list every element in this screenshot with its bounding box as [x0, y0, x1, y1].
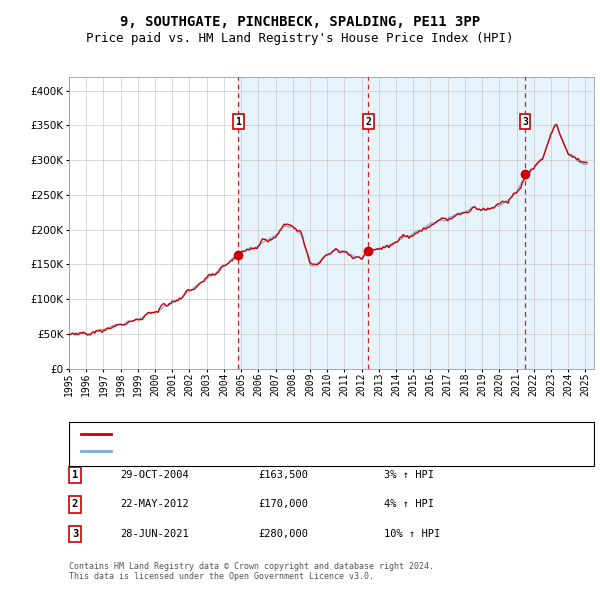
- Text: 29-OCT-2004: 29-OCT-2004: [120, 470, 189, 480]
- Text: 28-JUN-2021: 28-JUN-2021: [120, 529, 189, 539]
- Text: 1: 1: [72, 470, 78, 480]
- Text: 22-MAY-2012: 22-MAY-2012: [120, 500, 189, 509]
- Text: £280,000: £280,000: [258, 529, 308, 539]
- Text: 3: 3: [522, 117, 528, 127]
- Text: 2: 2: [72, 500, 78, 509]
- Text: 2: 2: [365, 117, 371, 127]
- Text: 4% ↑ HPI: 4% ↑ HPI: [384, 500, 434, 509]
- Text: 9, SOUTHGATE, PINCHBECK, SPALDING, PE11 3PP (detached house): 9, SOUTHGATE, PINCHBECK, SPALDING, PE11 …: [120, 429, 480, 438]
- Text: 10% ↑ HPI: 10% ↑ HPI: [384, 529, 440, 539]
- Text: Contains HM Land Registry data © Crown copyright and database right 2024.
This d: Contains HM Land Registry data © Crown c…: [69, 562, 434, 581]
- Text: 3: 3: [72, 529, 78, 539]
- Bar: [238, 77, 594, 369]
- Text: 3% ↑ HPI: 3% ↑ HPI: [384, 470, 434, 480]
- Text: £170,000: £170,000: [258, 500, 308, 509]
- Text: 9, SOUTHGATE, PINCHBECK, SPALDING, PE11 3PP: 9, SOUTHGATE, PINCHBECK, SPALDING, PE11 …: [120, 15, 480, 29]
- Bar: [525, 77, 594, 369]
- Text: HPI: Average price, detached house, South Holland: HPI: Average price, detached house, Sout…: [120, 447, 414, 456]
- Text: 1: 1: [235, 117, 241, 127]
- Text: Price paid vs. HM Land Registry's House Price Index (HPI): Price paid vs. HM Land Registry's House …: [86, 32, 514, 45]
- Text: £163,500: £163,500: [258, 470, 308, 480]
